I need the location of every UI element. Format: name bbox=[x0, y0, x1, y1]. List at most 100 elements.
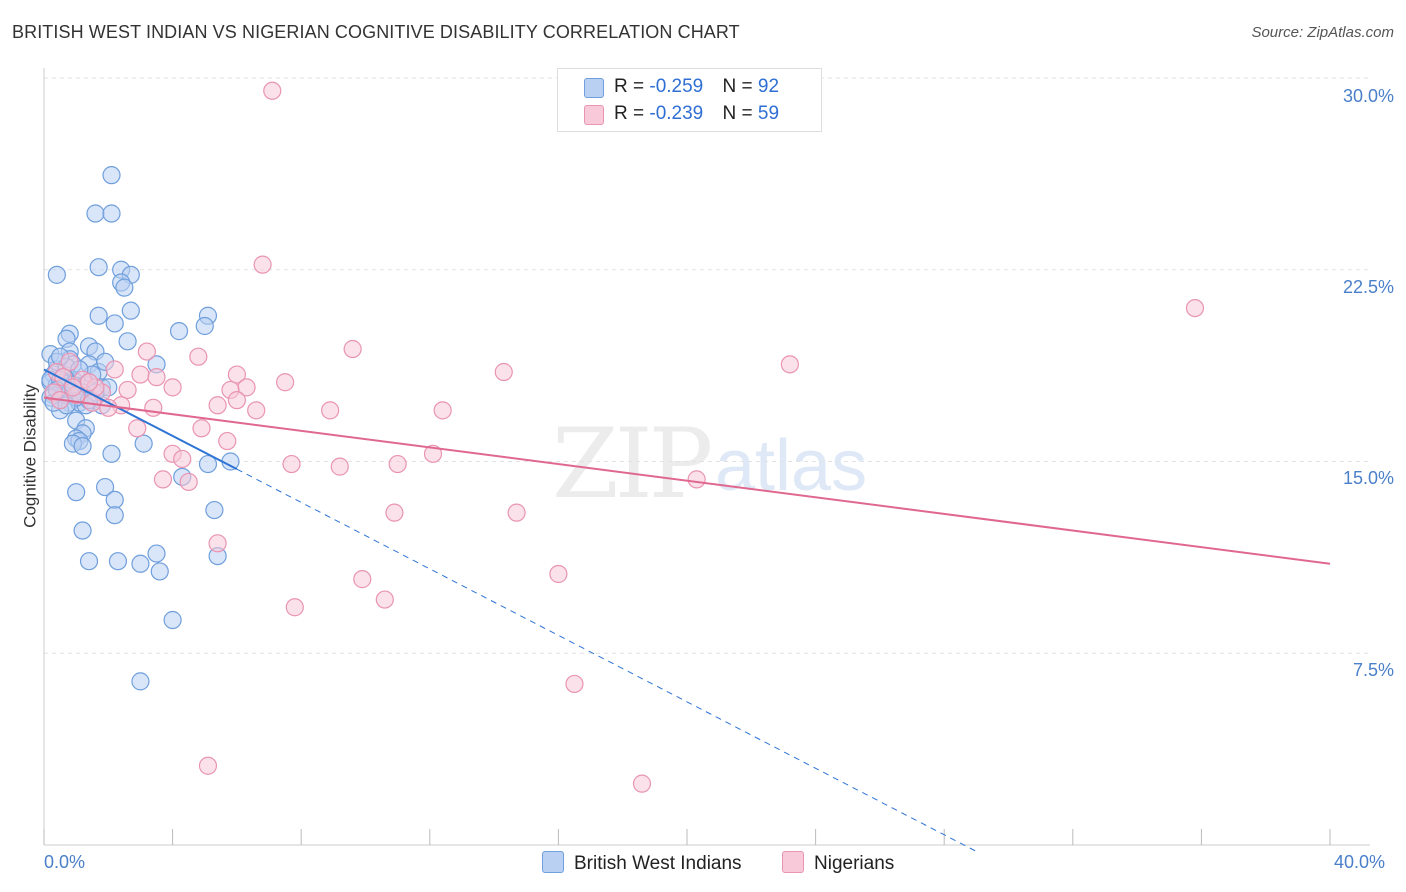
nigerian-point bbox=[282, 454, 301, 474]
nigerian-point bbox=[285, 598, 304, 617]
legend-n-label: N = bbox=[722, 103, 758, 124]
british-west-indian-point bbox=[147, 544, 166, 563]
british-west-indian-point bbox=[73, 437, 92, 456]
british-west-indian-point bbox=[118, 332, 137, 351]
nigerian-point bbox=[343, 339, 362, 359]
british-west-indian-point bbox=[79, 552, 99, 571]
nigerian-point bbox=[388, 454, 407, 474]
british-west-indian-point bbox=[195, 316, 214, 336]
nigerian-point bbox=[687, 470, 706, 489]
y-tick-label: 15.0% bbox=[1342, 468, 1394, 488]
bottom-legend-label: Nigerians bbox=[814, 853, 895, 874]
nigerian-point bbox=[1185, 299, 1205, 318]
british-west-indian-point bbox=[73, 521, 92, 540]
nigerian-point bbox=[144, 398, 163, 417]
nigerian-point bbox=[79, 373, 99, 392]
watermark-zip: ZIP bbox=[552, 408, 713, 520]
nigerian-point bbox=[330, 457, 349, 476]
nigerian-point bbox=[189, 347, 208, 366]
nigerian-point bbox=[253, 255, 272, 274]
british-west-indian-point bbox=[105, 490, 124, 509]
british-west-indian-point bbox=[102, 204, 121, 223]
nigerian-point bbox=[276, 373, 295, 392]
british-west-indian-point bbox=[89, 258, 108, 277]
legend-r-label: R = bbox=[614, 76, 650, 97]
nigerian-point bbox=[549, 564, 568, 584]
british-west-indian-point bbox=[47, 265, 66, 284]
british-west-indian-point bbox=[95, 477, 115, 497]
british-west-indian-point bbox=[163, 610, 182, 630]
bottom-legend-label: British West Indians bbox=[574, 853, 742, 874]
nigerian-point bbox=[780, 355, 799, 374]
chart-title: BRITISH WEST INDIAN VS NIGERIAN COGNITIV… bbox=[12, 22, 740, 42]
legend-r-label: R = bbox=[614, 103, 650, 124]
british-west-indian-point bbox=[102, 444, 121, 463]
british-west-indian-point bbox=[134, 434, 153, 453]
nigerian-point bbox=[247, 401, 266, 420]
british-west-indian-point bbox=[121, 301, 140, 320]
british-west-indian-point bbox=[221, 452, 240, 471]
british-west-indian-point bbox=[89, 306, 108, 325]
legend-row-pink: R = -0.239 N = 59 bbox=[584, 103, 779, 125]
nigerian-point bbox=[105, 360, 124, 379]
nigerian-point bbox=[632, 774, 652, 793]
british-west-indian-point bbox=[102, 166, 121, 185]
nigerian-point bbox=[163, 378, 182, 397]
nigerian-point bbox=[173, 449, 192, 469]
nigerian-point bbox=[385, 503, 404, 522]
bottom-legend-item-pink: Nigerians bbox=[782, 851, 894, 875]
nigerian-point bbox=[147, 368, 166, 387]
nigerian-point bbox=[137, 342, 156, 361]
legend-r-value: -0.239 bbox=[649, 103, 704, 124]
y-tick-label: 22.5% bbox=[1342, 277, 1394, 297]
legend: R = -0.259 N = 92 R = -0.239 N = 59 bbox=[557, 68, 822, 132]
british-west-indian-point bbox=[131, 672, 150, 691]
british-west-indian-point bbox=[198, 454, 218, 474]
legend-n-label: N = bbox=[722, 76, 758, 97]
nigerian-point bbox=[353, 570, 372, 589]
x-tick-label: 40.0% bbox=[1334, 852, 1386, 872]
british-west-indian-point bbox=[131, 554, 150, 573]
nigerian-point bbox=[507, 503, 526, 522]
nigerian-point bbox=[208, 534, 227, 553]
british-west-indian-point bbox=[86, 204, 105, 223]
blue-trend-extension bbox=[236, 468, 977, 852]
nigerian-point bbox=[565, 674, 584, 694]
y-tick-label: 7.5% bbox=[1352, 660, 1394, 680]
british-west-indian-point bbox=[105, 506, 124, 525]
y-axis-label: Cognitive Disability bbox=[20, 384, 40, 528]
legend-swatch-pink bbox=[584, 105, 604, 125]
nigerian-point bbox=[494, 362, 513, 382]
y-tick-label: 30.0% bbox=[1342, 86, 1394, 106]
british-west-indian-point bbox=[105, 314, 124, 333]
legend-n-value: 59 bbox=[757, 103, 780, 124]
nigerian-point bbox=[192, 419, 211, 438]
nigerian-point bbox=[218, 431, 237, 451]
source-label: Source: ZipAtlas.com bbox=[1251, 24, 1394, 41]
nigerian-point bbox=[227, 365, 246, 384]
bottom-legend-swatch-pink bbox=[782, 851, 804, 873]
legend-r-value: -0.259 bbox=[649, 76, 704, 97]
nigerian-point bbox=[118, 380, 137, 400]
nigerian-point bbox=[423, 444, 443, 463]
legend-row-blue: R = -0.259 N = 92 bbox=[584, 76, 779, 98]
british-west-indian-point bbox=[150, 562, 169, 581]
nigerian-point bbox=[375, 590, 394, 609]
bottom-legend-item-blue: British West Indians bbox=[542, 851, 742, 875]
nigerian-point bbox=[321, 401, 340, 420]
legend-n-value: 92 bbox=[757, 76, 780, 97]
british-west-indian-point bbox=[108, 552, 128, 571]
nigerian-point bbox=[128, 419, 147, 438]
bottom-legend-swatch-blue bbox=[542, 851, 564, 873]
watermark-atlas: atlas bbox=[715, 426, 868, 506]
nigerian-point bbox=[227, 391, 246, 410]
legend-swatch-blue bbox=[584, 78, 604, 98]
nigerian-point bbox=[433, 401, 452, 420]
blue-trend-line bbox=[43, 368, 238, 471]
british-west-indian-point bbox=[205, 500, 224, 520]
nigerian-point bbox=[60, 352, 79, 371]
british-west-indian-point bbox=[67, 483, 86, 502]
british-west-indian-point bbox=[169, 322, 189, 341]
pink-trend-line bbox=[43, 396, 1331, 565]
